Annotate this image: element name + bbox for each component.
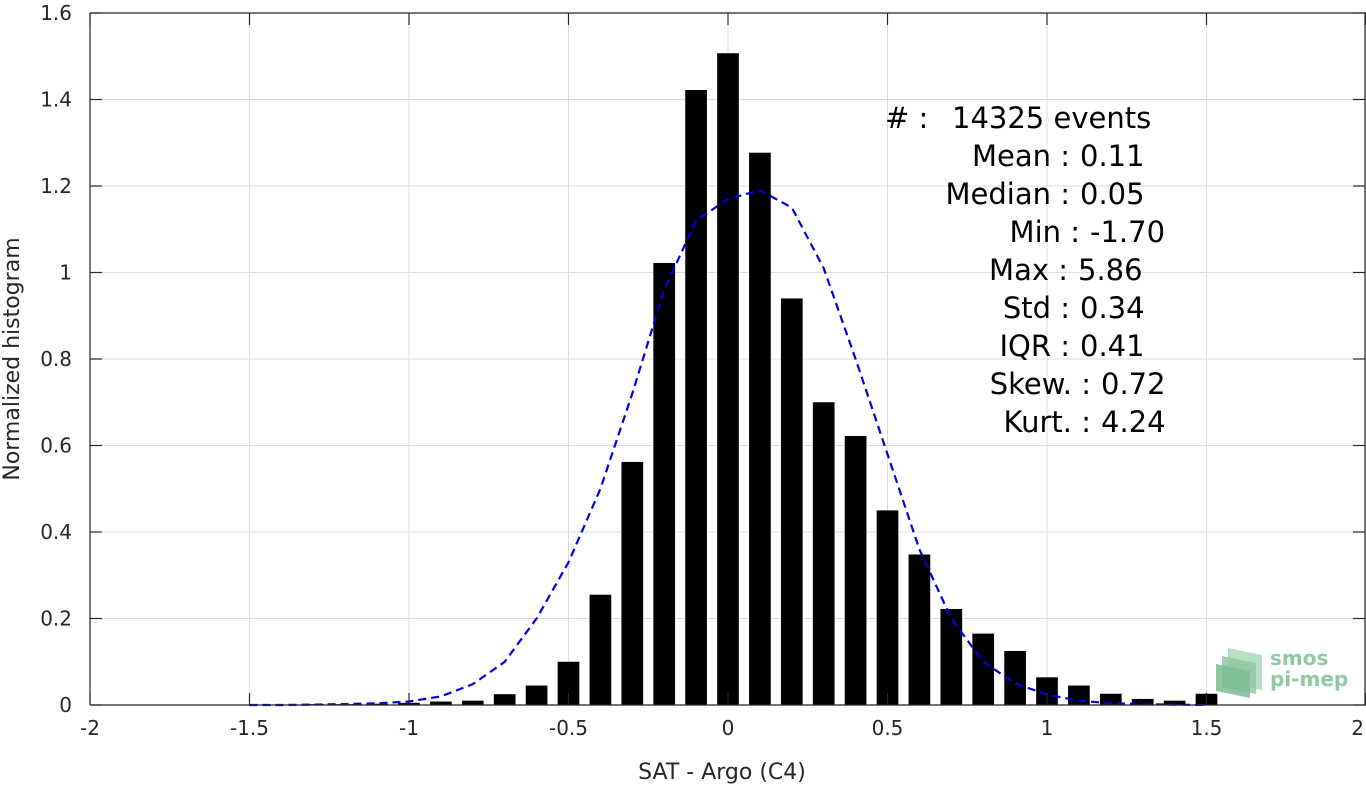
stat-label: Skew. : xyxy=(990,367,1091,401)
stat-value: 0.72 xyxy=(1101,367,1166,401)
stat-value: -1.70 xyxy=(1090,215,1165,249)
histogram-bars xyxy=(238,53,1218,706)
stat-value: 4.24 xyxy=(1101,405,1166,439)
histogram-bar xyxy=(685,89,707,706)
histogram-bar xyxy=(844,435,867,705)
histogram-bar xyxy=(1068,685,1090,705)
y-tick-label: 0.6 xyxy=(40,434,72,458)
stat-value: 0.34 xyxy=(1080,291,1145,325)
logo-mark-icon xyxy=(1216,648,1262,698)
stat-label: Median : xyxy=(946,177,1070,211)
statistics-annotation: # : 14325 events Mean : 0.11 Median : 0.05Min… xyxy=(885,101,1166,439)
histogram-bar xyxy=(812,402,835,705)
histogram-bar xyxy=(525,685,548,705)
histogram-bar xyxy=(621,461,644,705)
y-tick-label: 1 xyxy=(59,261,72,285)
x-tick-label: -1.5 xyxy=(230,716,269,740)
histogram-bar xyxy=(1099,693,1122,705)
y-tick-labels: 0 0.2 0.4 0.6 0.8 1 1.2 1.4 1.6 xyxy=(40,1,72,717)
histogram-bar xyxy=(1036,677,1058,705)
stat-label: Std : xyxy=(1003,291,1070,325)
histogram-bar xyxy=(589,594,612,705)
histogram-bar xyxy=(461,700,484,705)
stat-label: Kurt. : xyxy=(1004,405,1091,439)
histogram-bar xyxy=(940,608,963,705)
histogram-bar xyxy=(717,53,739,706)
histogram-bar xyxy=(749,152,771,705)
y-tick-label: 0.2 xyxy=(40,607,72,631)
histogram-bar xyxy=(908,554,931,705)
x-tick-label: -0.5 xyxy=(549,716,588,740)
x-tick-label: 1 xyxy=(1041,716,1054,740)
stat-label: Min : xyxy=(1010,215,1080,249)
stat-label: Mean : xyxy=(972,139,1070,173)
histogram-bar xyxy=(876,510,899,705)
fit-line xyxy=(249,189,1207,707)
histogram-bar xyxy=(972,633,995,705)
histogram-bar xyxy=(430,701,452,705)
x-tick-labels: -2 -1.5 -1 -0.5 0 0.5 1 1.5 2 xyxy=(80,716,1364,740)
y-tick-label: 1.4 xyxy=(40,88,72,112)
y-axis-label: Normalized histogram xyxy=(0,237,25,480)
stat-label: Max : xyxy=(989,253,1068,287)
logo-text-line2: pi-mep xyxy=(1270,667,1348,691)
histogram-bar xyxy=(1004,650,1026,705)
x-tick-label: 0.5 xyxy=(872,716,904,740)
axes xyxy=(89,12,1366,706)
stat-value: 5.86 xyxy=(1078,253,1143,287)
stat-value: 0.05 xyxy=(1080,177,1145,211)
stat-value: 0.11 xyxy=(1080,139,1145,173)
y-tick-label: 1.2 xyxy=(40,174,72,198)
stat-value: 14325 events xyxy=(952,101,1151,135)
histogram-bar xyxy=(366,703,388,705)
y-tick-label: 0 xyxy=(59,693,72,717)
histogram-bar xyxy=(653,262,676,705)
x-tick-label: 1.5 xyxy=(1191,716,1223,740)
histogram-bar xyxy=(557,661,580,705)
y-tick-label: 1.6 xyxy=(40,1,72,25)
stat-label: IQR : xyxy=(999,329,1070,363)
logo-text-line1: smos xyxy=(1270,646,1328,670)
fit-curve xyxy=(249,189,1207,707)
histogram-bar xyxy=(493,694,516,705)
x-tick-label: 0 xyxy=(722,716,735,740)
histogram-bar xyxy=(780,298,803,705)
smos-pi-mep-logo: smos pi-mep xyxy=(1216,646,1348,698)
x-tick-label: -1 xyxy=(399,716,419,740)
x-tick-label: -2 xyxy=(80,716,100,740)
stat-value: 0.41 xyxy=(1080,329,1145,363)
x-axis-label: SAT - Argo (C4) xyxy=(638,760,806,785)
x-tick-label: 2 xyxy=(1351,716,1364,740)
histogram-bar xyxy=(1131,698,1154,705)
stat-label: # : xyxy=(885,101,928,135)
y-tick-label: 0.4 xyxy=(40,520,72,544)
histogram-bar xyxy=(1163,700,1186,705)
y-tick-label: 0.8 xyxy=(40,347,72,371)
